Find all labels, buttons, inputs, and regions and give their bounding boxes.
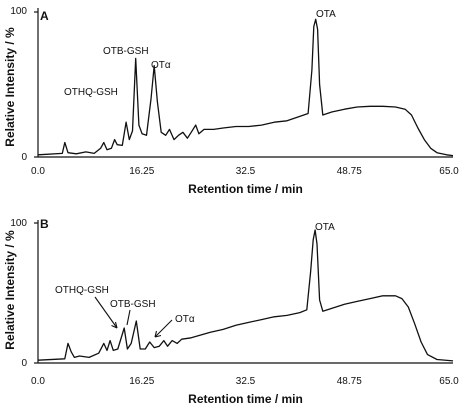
panel-a-x-axis-label: Retention time / min: [188, 182, 303, 196]
panel-a-y-tick-0: 0: [21, 152, 27, 163]
panel-b-label: B: [40, 217, 49, 231]
panel-b-x-tick-3: 48.75: [337, 376, 362, 387]
panel-a-peak-label-otb-gsh: OTB-GSH: [103, 46, 149, 57]
panel-a-y-axis-label: Relative Intensity / %: [3, 27, 17, 147]
panel-b-y-tick-0: 0: [21, 358, 27, 369]
panel-a-x-tick-0: 0.0: [31, 166, 45, 177]
panel-b-x-tick-0: 0.0: [31, 376, 45, 387]
panel-b-y-axis-label: Relative Intensity / %: [3, 230, 17, 350]
panel-a: A Relative Intensity / % 100 0 0.0 16.25…: [3, 6, 459, 196]
panel-b-peak-label-otb-gsh: OTB-GSH: [110, 299, 156, 310]
panel-a-label: A: [40, 9, 49, 23]
panel-a-peak-label-ota: OTA: [316, 9, 336, 20]
panel-b-x-tick-4: 65.0: [439, 376, 459, 387]
panel-b-arrow-otb-gsh: [126, 309, 131, 326]
panel-b-x-axis-label: Retention time / min: [188, 392, 303, 406]
panel-a-peak-label-ot-alpha: OTα: [151, 60, 171, 71]
panel-a-x-tick-3: 48.75: [337, 166, 362, 177]
panel-b: B Relative Intensity / % 100 0 0.0 16.25…: [3, 217, 459, 406]
panel-b-x-tick-2: 32.5: [236, 376, 256, 387]
panel-b-peak-label-ota: OTA: [315, 222, 335, 233]
panel-b-arrowhead-othq-gsh: [111, 321, 118, 329]
panel-a-chromatogram-line: [37, 18, 454, 157]
panel-b-arrow-ot-alpha: [154, 319, 173, 338]
panel-a-x-tick-4: 65.0: [439, 166, 459, 177]
panel-a-x-tick-1: 16.25: [129, 166, 154, 177]
panel-b-arrow-othq-gsh: [94, 296, 118, 329]
panel-b-y-tick-100: 100: [10, 218, 27, 229]
panel-a-peak-label-othq-gsh: OTHQ-GSH: [64, 87, 118, 98]
panel-a-x-tick-2: 32.5: [236, 166, 256, 177]
panel-b-peak-label-ot-alpha: OTα: [175, 314, 195, 325]
panel-b-chromatogram-line: [37, 229, 454, 362]
panel-a-y-tick-100: 100: [10, 6, 27, 17]
panel-b-peak-label-othq-gsh: OTHQ-GSH: [55, 285, 109, 296]
panel-b-arrowhead-ot-alpha: [154, 330, 162, 338]
panel-b-x-tick-1: 16.25: [129, 376, 154, 387]
